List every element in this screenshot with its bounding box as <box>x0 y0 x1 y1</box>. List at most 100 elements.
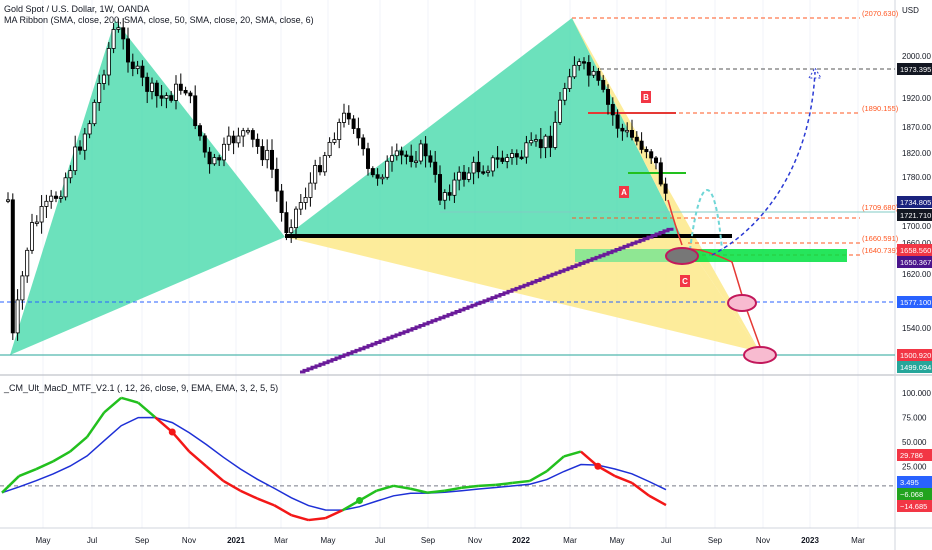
candle-up <box>341 112 346 123</box>
macd-segment <box>35 460 54 471</box>
candle-down <box>197 125 202 137</box>
candle-down <box>284 212 289 234</box>
candle-down <box>447 192 452 196</box>
candle-down <box>649 151 654 159</box>
candle-down <box>356 128 361 139</box>
candle-up <box>591 70 596 76</box>
candle-up <box>212 157 217 165</box>
candle-up <box>313 165 318 184</box>
candle-up <box>68 170 73 179</box>
candle-up <box>111 29 116 49</box>
macd-value-label: 29.786 <box>900 451 923 460</box>
y-tick-label: 1620.00 <box>902 270 931 279</box>
x-tick-label: Nov <box>182 536 196 545</box>
candle-up <box>534 139 539 142</box>
macd-segment <box>444 486 462 492</box>
candle-down <box>351 118 356 129</box>
candle-down <box>202 135 207 153</box>
proj-blue <box>711 71 816 256</box>
macd-segment <box>52 450 71 463</box>
candle-up <box>25 249 30 277</box>
candle-up <box>322 155 327 173</box>
macd-segment <box>291 513 309 522</box>
candle-up <box>92 101 97 125</box>
candle-down <box>188 92 193 97</box>
candle-up <box>332 139 337 143</box>
x-tick-label: 2022 <box>512 536 530 545</box>
candle-up <box>389 155 394 162</box>
macd-segment <box>120 396 139 404</box>
point-label-b: B <box>643 93 649 102</box>
candle-up <box>466 172 471 180</box>
x-tick-label: Jul <box>661 536 671 545</box>
ma-ribbon-title: MA Ribbon (SMA, close, 200, SMA, close, … <box>4 15 314 25</box>
cross-dot <box>356 497 364 504</box>
macd-segment <box>648 494 667 507</box>
moving-average <box>299 227 674 374</box>
price-label-box <box>897 256 932 268</box>
macd-segment <box>86 411 106 438</box>
macd-segment <box>1 475 20 494</box>
candle-up <box>82 133 87 151</box>
candle-up <box>452 179 457 196</box>
candle-down <box>370 168 375 176</box>
candle-up <box>221 143 226 161</box>
candle-down <box>586 62 591 76</box>
macd-segment <box>546 455 565 473</box>
price-label: 1650.367 <box>900 258 931 267</box>
x-tick-label: Sep <box>421 536 436 545</box>
proj-red-2 <box>681 247 763 353</box>
candle-down <box>519 156 524 159</box>
candle-down <box>481 171 486 174</box>
candle-up <box>265 149 270 161</box>
macd-segment <box>222 479 241 492</box>
y-tick-label: 1540.00 <box>902 324 931 333</box>
macd-segment <box>478 483 496 488</box>
candle-up <box>303 197 308 203</box>
candle-up <box>226 135 231 145</box>
candle-up <box>394 150 399 157</box>
candle-down <box>644 149 649 153</box>
candle-down <box>140 65 145 78</box>
candle-up <box>245 130 250 133</box>
price-label-box <box>897 296 932 308</box>
price-label: 1734.805 <box>900 198 931 207</box>
candle-down <box>615 114 620 129</box>
macd-value-box <box>897 476 932 488</box>
point-label-a: A <box>621 188 627 197</box>
candle-up <box>293 208 298 229</box>
macd-segment <box>273 504 293 517</box>
candle-down <box>630 129 635 138</box>
macd-segment <box>529 470 548 483</box>
x-tick-label: Jul <box>375 536 385 545</box>
macd-value-label: 3.495 <box>900 478 919 487</box>
macd-segment <box>324 509 344 520</box>
candle-up <box>236 135 241 144</box>
price-label-box <box>897 361 932 373</box>
pattern-xab-left <box>10 20 285 355</box>
macd-segment <box>393 484 411 490</box>
macd-value-label: −6.068 <box>900 490 923 499</box>
candle-down <box>207 151 212 165</box>
candle-down <box>361 137 366 150</box>
macd-segment <box>171 431 191 453</box>
candle-down <box>130 61 135 70</box>
candle-down <box>274 168 279 192</box>
y-tick-label: 2000.00 <box>902 52 931 61</box>
macd-segment <box>461 484 479 490</box>
candle-up <box>509 153 514 158</box>
fib-level-label: (1709.680) <box>862 203 899 212</box>
candle-down <box>582 61 587 64</box>
chart-title-block: Gold Spot / U.S. Dollar, 1W, OANDA MA Ri… <box>4 4 314 26</box>
candle-up <box>29 222 34 251</box>
candle-down <box>121 27 126 40</box>
candle-down <box>375 174 380 179</box>
candle-down <box>601 79 606 90</box>
candle-up <box>442 192 447 201</box>
candle-down <box>538 139 543 149</box>
macd-segment <box>614 474 633 485</box>
candle-up <box>87 123 92 135</box>
y-tick-label: 1920.00 <box>902 94 931 103</box>
candle-down <box>365 148 370 169</box>
